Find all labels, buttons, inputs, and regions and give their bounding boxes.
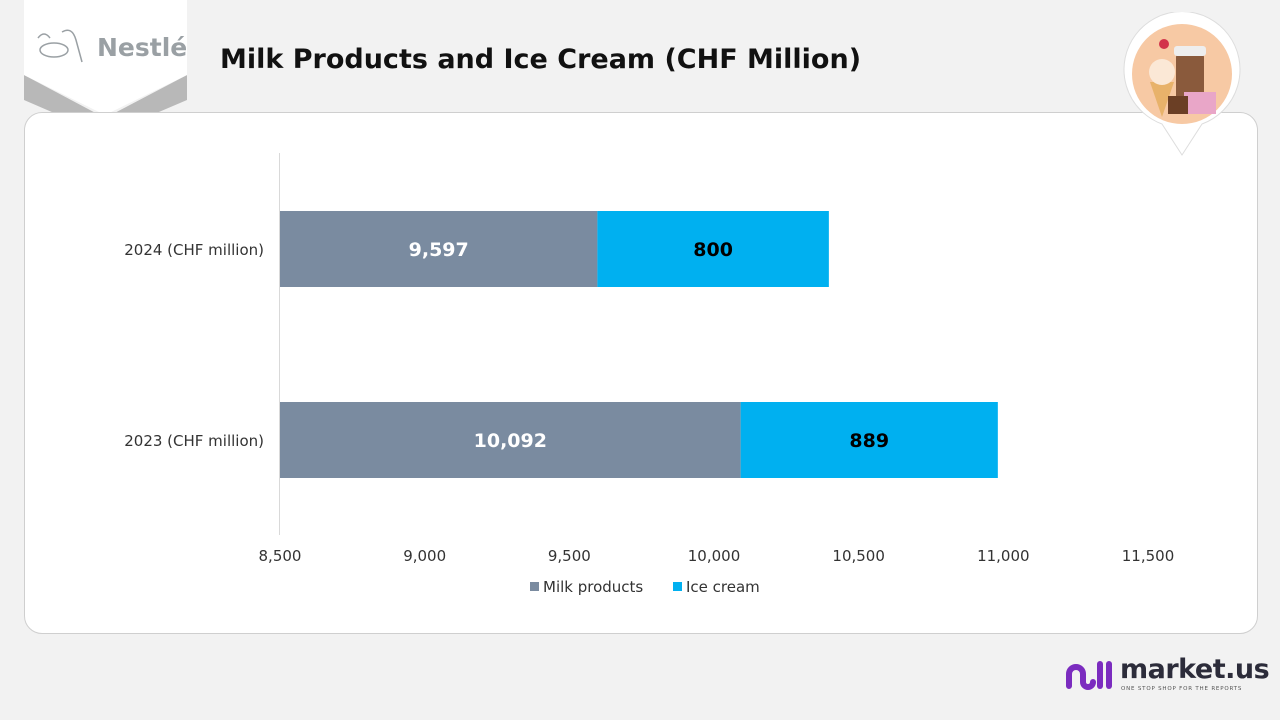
marketus-wordmark: market.us (1120, 654, 1270, 685)
data-label: 889 (849, 430, 889, 452)
nestle-logo-text: Nestlé (97, 33, 187, 62)
x-tick-label: 10,000 (688, 547, 741, 565)
x-tick-label: 9,500 (548, 547, 591, 565)
x-tick-label: 11,000 (977, 547, 1030, 565)
bar-milk-products (280, 211, 598, 287)
category-label: 2023 (CHF million) (124, 432, 264, 450)
marketus-logo: market.us ONE STOP SHOP FOR THE REPORTS (1064, 654, 1270, 698)
bar-ice-cream (740, 402, 998, 478)
nestle-logo-tab: Nestlé (24, 0, 187, 135)
x-tick-label: 11,500 (1122, 547, 1175, 565)
data-label: 800 (693, 239, 733, 261)
chart-title: Milk Products and Ice Cream (CHF Million… (220, 44, 862, 75)
legend-swatch (673, 582, 682, 591)
data-label: 9,597 (409, 239, 469, 261)
marketus-tagline: ONE STOP SHOP FOR THE REPORTS (1121, 686, 1243, 692)
x-tick-label: 9,000 (403, 547, 446, 565)
x-tick-label: 8,500 (259, 547, 302, 565)
bar-ice-cream (597, 211, 829, 287)
chart-card (24, 112, 1258, 634)
legend-label: Ice cream (686, 578, 760, 596)
data-label: 10,092 (474, 430, 547, 452)
bar-milk-products (280, 402, 741, 478)
nestle-bird-nest-icon (37, 29, 83, 63)
legend-swatch (530, 582, 539, 591)
marketus-logo-icon (1066, 661, 1112, 690)
category-label: 2024 (CHF million) (124, 241, 264, 259)
food-badge-icon (1122, 11, 1242, 157)
x-tick-label: 10,500 (832, 547, 885, 565)
legend-label: Milk products (543, 578, 643, 596)
